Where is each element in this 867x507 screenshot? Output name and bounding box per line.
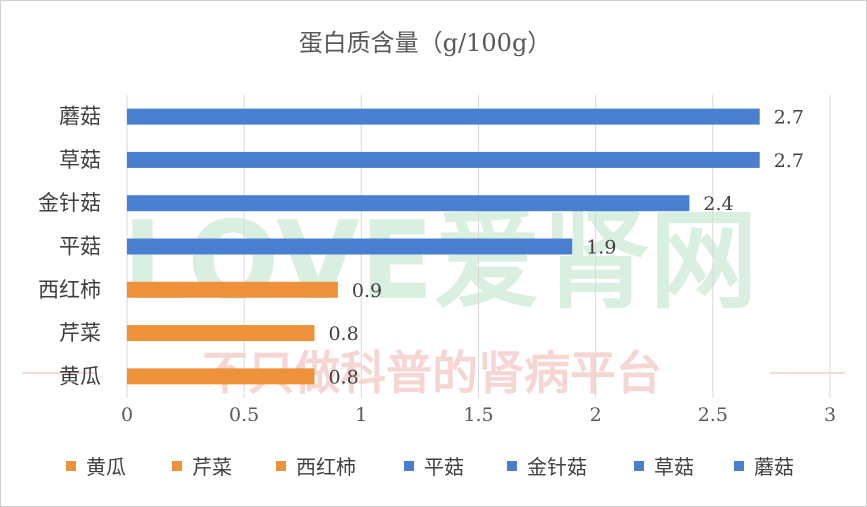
- x-tick-label: 1.5: [463, 404, 493, 426]
- x-tick-label: 2: [590, 404, 602, 426]
- bars: [127, 108, 760, 385]
- data-label: 0.9: [352, 280, 382, 302]
- legend-swatch: [404, 461, 414, 471]
- legend-swatch: [172, 461, 182, 471]
- category-label: 蘑菇: [59, 105, 101, 129]
- data-label: 2.4: [703, 193, 733, 215]
- data-label: 1.9: [586, 237, 616, 259]
- category-label: 西红柿: [38, 278, 101, 302]
- x-tick-label: 1: [355, 404, 367, 426]
- category-label: 草菇: [59, 148, 101, 172]
- x-tick-label: 3: [824, 404, 836, 426]
- x-axis-ticks: 0 0.5 1 1.5 2 2.5 3: [121, 404, 836, 426]
- bar-4[interactable]: [127, 281, 338, 298]
- legend-swatch: [507, 461, 517, 471]
- category-label: 黄瓜: [59, 364, 101, 388]
- bar-6[interactable]: [127, 368, 315, 385]
- legend-item-label[interactable]: 西红柿: [296, 455, 356, 479]
- watermark-brand: LOVE爱肾网: [122, 199, 757, 324]
- category-label: 芹菜: [59, 321, 101, 345]
- category-label: 金针菇: [38, 191, 101, 215]
- legend[interactable]: 黄瓜 芹菜 西红柿 平菇 金针菇 草菇 蘑菇: [66, 455, 794, 479]
- x-tick-label: 2.5: [698, 404, 728, 426]
- legend-item-label[interactable]: 金针菇: [527, 455, 587, 479]
- bar-3[interactable]: [127, 238, 573, 255]
- legend-swatch: [634, 461, 644, 471]
- legend-item-label[interactable]: 平菇: [424, 455, 464, 479]
- x-tick-label: 0: [121, 404, 133, 426]
- data-label: 0.8: [328, 323, 358, 345]
- x-tick-label: 0.5: [229, 404, 259, 426]
- legend-item-label[interactable]: 蘑菇: [754, 455, 794, 479]
- data-label: 2.7: [774, 107, 804, 129]
- bar-0[interactable]: [127, 108, 760, 125]
- data-label: 0.8: [328, 366, 358, 388]
- bar-5[interactable]: [127, 325, 315, 342]
- bar-1[interactable]: [127, 151, 760, 168]
- legend-item-label[interactable]: 芹菜: [192, 455, 232, 479]
- category-label: 平菇: [59, 235, 101, 259]
- legend-swatch: [734, 461, 744, 471]
- watermark: LOVE爱肾网 不只做科普的肾病平台: [22, 199, 845, 400]
- legend-swatch: [66, 461, 76, 471]
- legend-swatch: [276, 461, 286, 471]
- data-labels: 2.7 2.7 2.4 1.9 0.9 0.8 0.8: [328, 107, 803, 389]
- legend-item-label[interactable]: 黄瓜: [86, 455, 126, 479]
- bar-2[interactable]: [127, 195, 690, 212]
- legend-item-label[interactable]: 草菇: [654, 455, 694, 479]
- data-label: 2.7: [774, 150, 804, 172]
- chart-title: 蛋白质含量（g/100g）: [299, 29, 552, 57]
